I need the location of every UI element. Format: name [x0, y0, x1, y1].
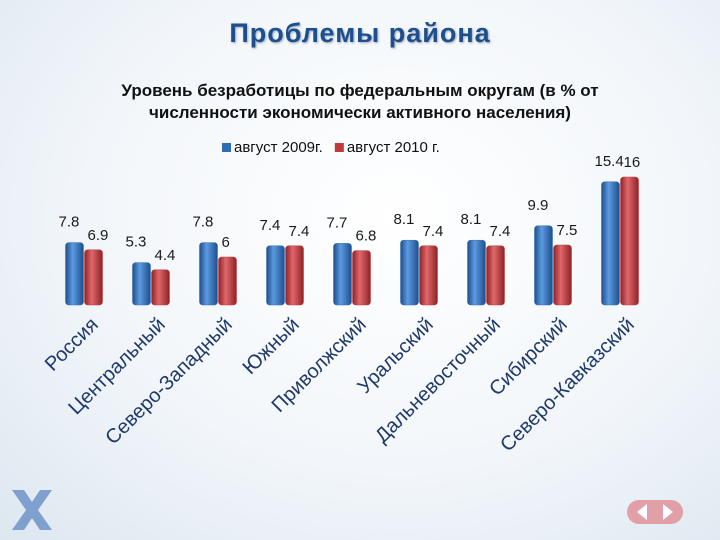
- value-label: 7.7: [327, 214, 348, 231]
- nav-arrows: [627, 500, 683, 524]
- legend-swatch: [334, 143, 344, 152]
- value-label: 16: [624, 154, 641, 171]
- bar: [553, 244, 572, 306]
- bar: [65, 242, 84, 306]
- bar: [84, 249, 103, 306]
- value-label: 7.4: [490, 223, 511, 240]
- value-label: 8.1: [461, 211, 482, 228]
- value-label: 7.4: [260, 217, 281, 234]
- close-icon: [12, 490, 52, 530]
- chart-title: Уровень безработицы по федеральным округ…: [121, 81, 599, 122]
- value-label: 7.5: [557, 222, 578, 239]
- legend-label: август 2010 г.: [347, 139, 440, 156]
- bar: [486, 245, 505, 306]
- x-tick-label: Северо-Западный: [101, 314, 236, 449]
- value-label: 5.3: [126, 234, 147, 251]
- legend-label: август 2009г.: [234, 139, 323, 156]
- value-label: 15.4: [595, 153, 624, 170]
- bar: [601, 181, 620, 306]
- value-label: 6.8: [356, 228, 377, 245]
- bar: [620, 176, 639, 306]
- bar: [266, 245, 285, 306]
- value-label: 7.4: [423, 223, 444, 240]
- slide-title: Проблемы района: [229, 18, 491, 48]
- value-label: 4.4: [155, 247, 176, 264]
- x-tick-label: Южный: [239, 314, 304, 379]
- bar: [333, 243, 352, 306]
- bar: [352, 250, 371, 306]
- bar: [151, 269, 170, 306]
- value-label: 6: [222, 234, 230, 251]
- bar: [467, 239, 486, 306]
- bar: [132, 262, 151, 306]
- x-tick-label: Дальневосточный: [371, 314, 505, 448]
- legend-swatch: [222, 143, 231, 152]
- value-label: 9.9: [528, 197, 549, 214]
- value-label: 8.1: [394, 211, 415, 228]
- bar: [199, 242, 218, 306]
- x-tick-label: Россия: [41, 314, 103, 376]
- value-label: 7.4: [289, 223, 310, 240]
- value-label: 6.9: [88, 227, 109, 244]
- value-label: 7.8: [193, 214, 214, 231]
- bar: [285, 245, 304, 306]
- bar: [534, 225, 553, 306]
- bar: [218, 256, 237, 306]
- bar: [400, 239, 419, 306]
- x-tick-label: Северо-Кавказский: [496, 314, 639, 457]
- bar: [419, 245, 438, 306]
- value-label: 7.8: [59, 214, 80, 231]
